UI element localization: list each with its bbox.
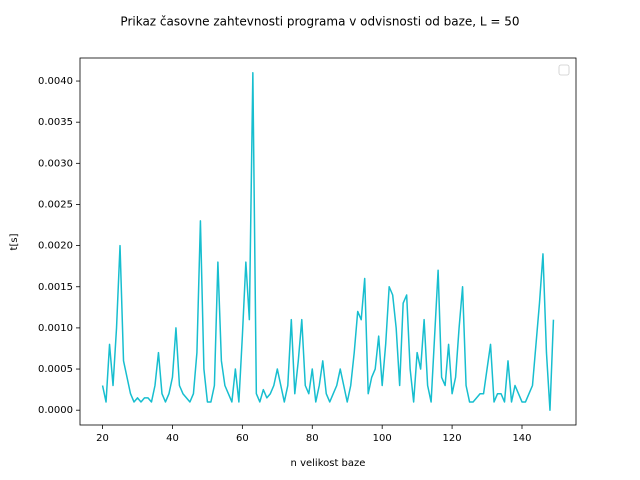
x-tick-label: 100 <box>373 433 392 444</box>
y-tick-label: 0.0025 <box>38 199 73 210</box>
y-tick-label: 0.0010 <box>38 323 73 334</box>
y-tick-label: 0.0005 <box>38 364 73 375</box>
legend-box <box>558 64 570 76</box>
data-line <box>101 72 555 411</box>
y-tick-label: 0.0035 <box>38 117 73 128</box>
chart-title: Prikaz časovne zahtevnosti programa v od… <box>120 15 519 29</box>
y-tick-label: 0.0015 <box>38 282 73 293</box>
x-tick-label: 40 <box>166 433 179 444</box>
y-tick-label: 0.0020 <box>38 241 73 252</box>
y-tick-label: 0.0000 <box>38 405 73 416</box>
x-tick-label: 60 <box>236 433 249 444</box>
x-tick-label: 20 <box>96 433 109 444</box>
y-tick-label: 0.0040 <box>38 76 73 87</box>
x-axis-label: n velikost baze <box>291 458 366 469</box>
y-axis-label: t[s] <box>9 233 20 250</box>
x-tick-label: 120 <box>443 433 462 444</box>
x-tick-label: 80 <box>306 433 319 444</box>
x-tick-label: 140 <box>512 433 531 444</box>
plot-frame <box>79 57 577 426</box>
y-tick-label: 0.0030 <box>38 158 73 169</box>
